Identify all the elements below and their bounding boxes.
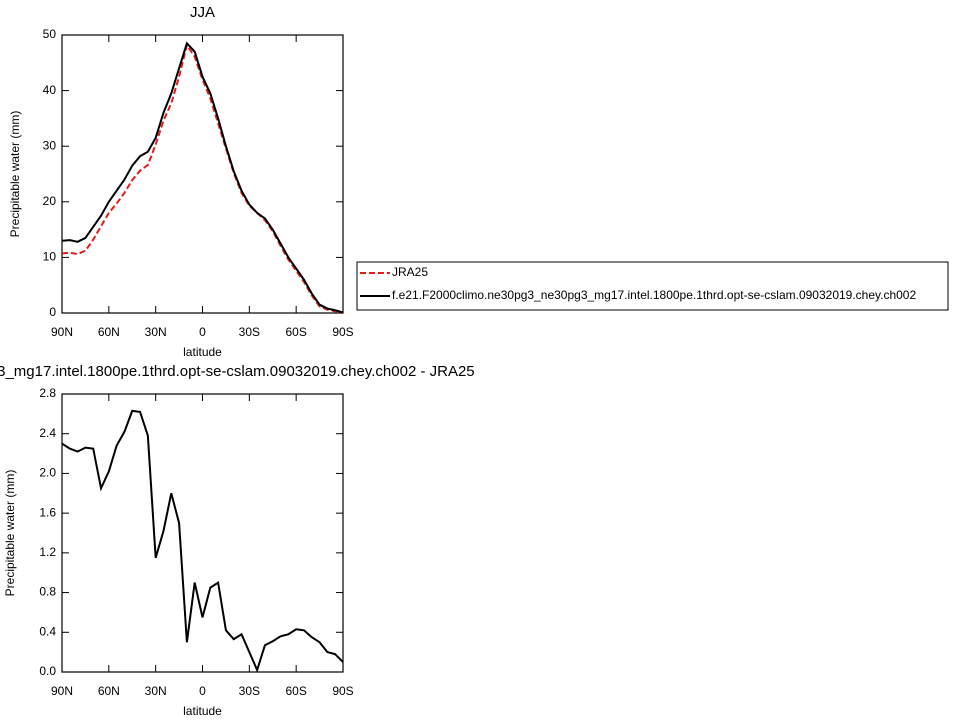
x-tick-label: 90N [51,325,73,339]
x-tick-label: 60N [98,684,120,698]
x-tick-label: 0 [199,684,206,698]
x-axis-label: latitude [183,345,222,359]
x-tick-label: 0 [199,325,206,339]
y-tick-label: 40 [43,83,57,97]
x-tick-label: 90S [332,325,353,339]
chart-title: JJA [190,4,215,21]
y-tick-label: 0.0 [39,664,56,678]
data-line [61,42,344,314]
y-axis-label: Precipitable water (mm) [8,111,22,238]
x-tick-label: 30N [145,684,167,698]
x-tick-label: 60N [98,325,120,339]
y-tick-label: 10 [43,250,57,264]
x-tick-label: 90S [332,684,353,698]
y-tick-label: 20 [43,194,57,208]
x-tick-label: 30N [145,325,167,339]
data-line [61,409,344,673]
x-tick-label: 60S [285,325,306,339]
x-tick-label: 90N [51,684,73,698]
y-tick-label: 50 [43,27,57,41]
y-axis-label: Precipitable water (mm) [3,470,17,597]
x-tick-label: 30S [239,325,260,339]
x-axis-label: latitude [183,704,222,718]
y-tick-label: 1.2 [39,545,56,559]
y-tick-label: 2.0 [39,466,56,480]
y-tick-label: 2.8 [39,386,56,400]
x-tick-label: 30S [239,684,260,698]
y-tick-label: 30 [43,138,57,152]
legend-label: f.e21.F2000climo.ne30pg3_ne30pg3_mg17.in… [392,288,916,302]
y-tick-label: 0 [49,305,56,319]
y-tick-label: 2.4 [39,426,56,440]
data-line [61,41,344,314]
y-tick-label: 0.8 [39,585,56,599]
legend-label: JRA25 [392,265,428,279]
x-tick-label: 60S [285,684,306,698]
chart-title: 3_ne30pg3_mg17.intel.1800pe.1thrd.opt-se… [0,363,475,380]
y-tick-label: 0.4 [39,624,56,638]
legend-box [356,261,949,311]
y-tick-label: 1.6 [39,505,56,519]
